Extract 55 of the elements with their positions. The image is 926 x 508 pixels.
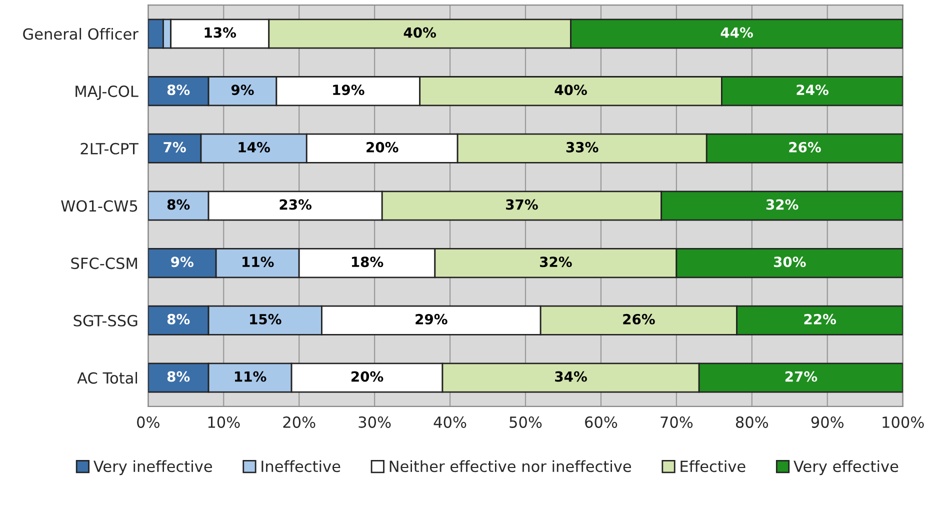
x-tick-label: 90%: [811, 416, 844, 428]
data-label: 40%: [554, 84, 587, 96]
data-label: 26%: [789, 142, 821, 152]
data-label: 30%: [774, 256, 806, 268]
data-label: 37%: [506, 199, 538, 210]
data-label: 34%: [555, 371, 587, 382]
data-label: 33%: [566, 142, 598, 152]
x-tick-label: 30%: [358, 416, 391, 428]
data-label: 32%: [766, 199, 798, 210]
data-label: 29%: [416, 314, 448, 324]
legend-label: Very ineffective: [94, 460, 212, 476]
data-label: 13%: [204, 27, 236, 38]
data-label: 11%: [242, 256, 274, 268]
y-tick-label: 2LT-CPT: [80, 142, 138, 154]
data-label: 11%: [234, 371, 266, 382]
y-tick-label: AC Total: [77, 372, 138, 384]
data-label: 7%: [164, 142, 186, 152]
data-label: 8%: [167, 371, 190, 382]
y-tick-label: SFC-CSM: [71, 258, 137, 270]
legend-label: Very effective: [794, 460, 898, 476]
data-label: 20%: [351, 371, 384, 382]
x-tick-label: 70%: [660, 416, 693, 428]
data-label: 19%: [333, 84, 364, 96]
data-label: 24%: [796, 84, 828, 96]
data-label: 22%: [804, 314, 836, 324]
data-label: 26%: [623, 314, 655, 324]
x-tick-label: 20%: [283, 416, 316, 428]
data-label: 9%: [171, 256, 194, 268]
data-label: 9%: [231, 84, 254, 96]
data-label: 23%: [280, 199, 312, 210]
x-tick-label: 60%: [585, 416, 618, 428]
x-tick-label: 40%: [434, 416, 466, 428]
x-tick-label: 10%: [208, 416, 240, 428]
data-label: 20%: [366, 142, 398, 152]
data-label: 8%: [167, 199, 190, 210]
y-tick-label: WO1-CW5: [61, 200, 138, 212]
data-label: 14%: [238, 142, 270, 152]
y-tick-label: General Officer: [23, 28, 138, 40]
x-tick-label: 80%: [736, 416, 768, 428]
x-tick-label: 50%: [510, 416, 542, 428]
data-label: 32%: [540, 256, 572, 268]
legend-label: Ineffective: [262, 460, 340, 472]
data-label: 15%: [250, 314, 282, 324]
legend-label: Effective: [680, 460, 746, 472]
data-label: 44%: [720, 27, 753, 38]
data-label: 18%: [352, 256, 384, 268]
legend-label: Neither effective nor ineffective: [390, 460, 632, 472]
data-label: 8%: [167, 84, 190, 96]
data-label: 40%: [404, 27, 436, 38]
x-tick-label: 0%: [137, 416, 160, 428]
y-tick-label: SGT-SSG: [74, 314, 138, 326]
x-tick-label: 100%: [882, 416, 924, 428]
data-label: 8%: [167, 314, 190, 324]
data-label: 27%: [785, 371, 818, 382]
y-tick-label: MAJ-COL: [76, 86, 138, 100]
